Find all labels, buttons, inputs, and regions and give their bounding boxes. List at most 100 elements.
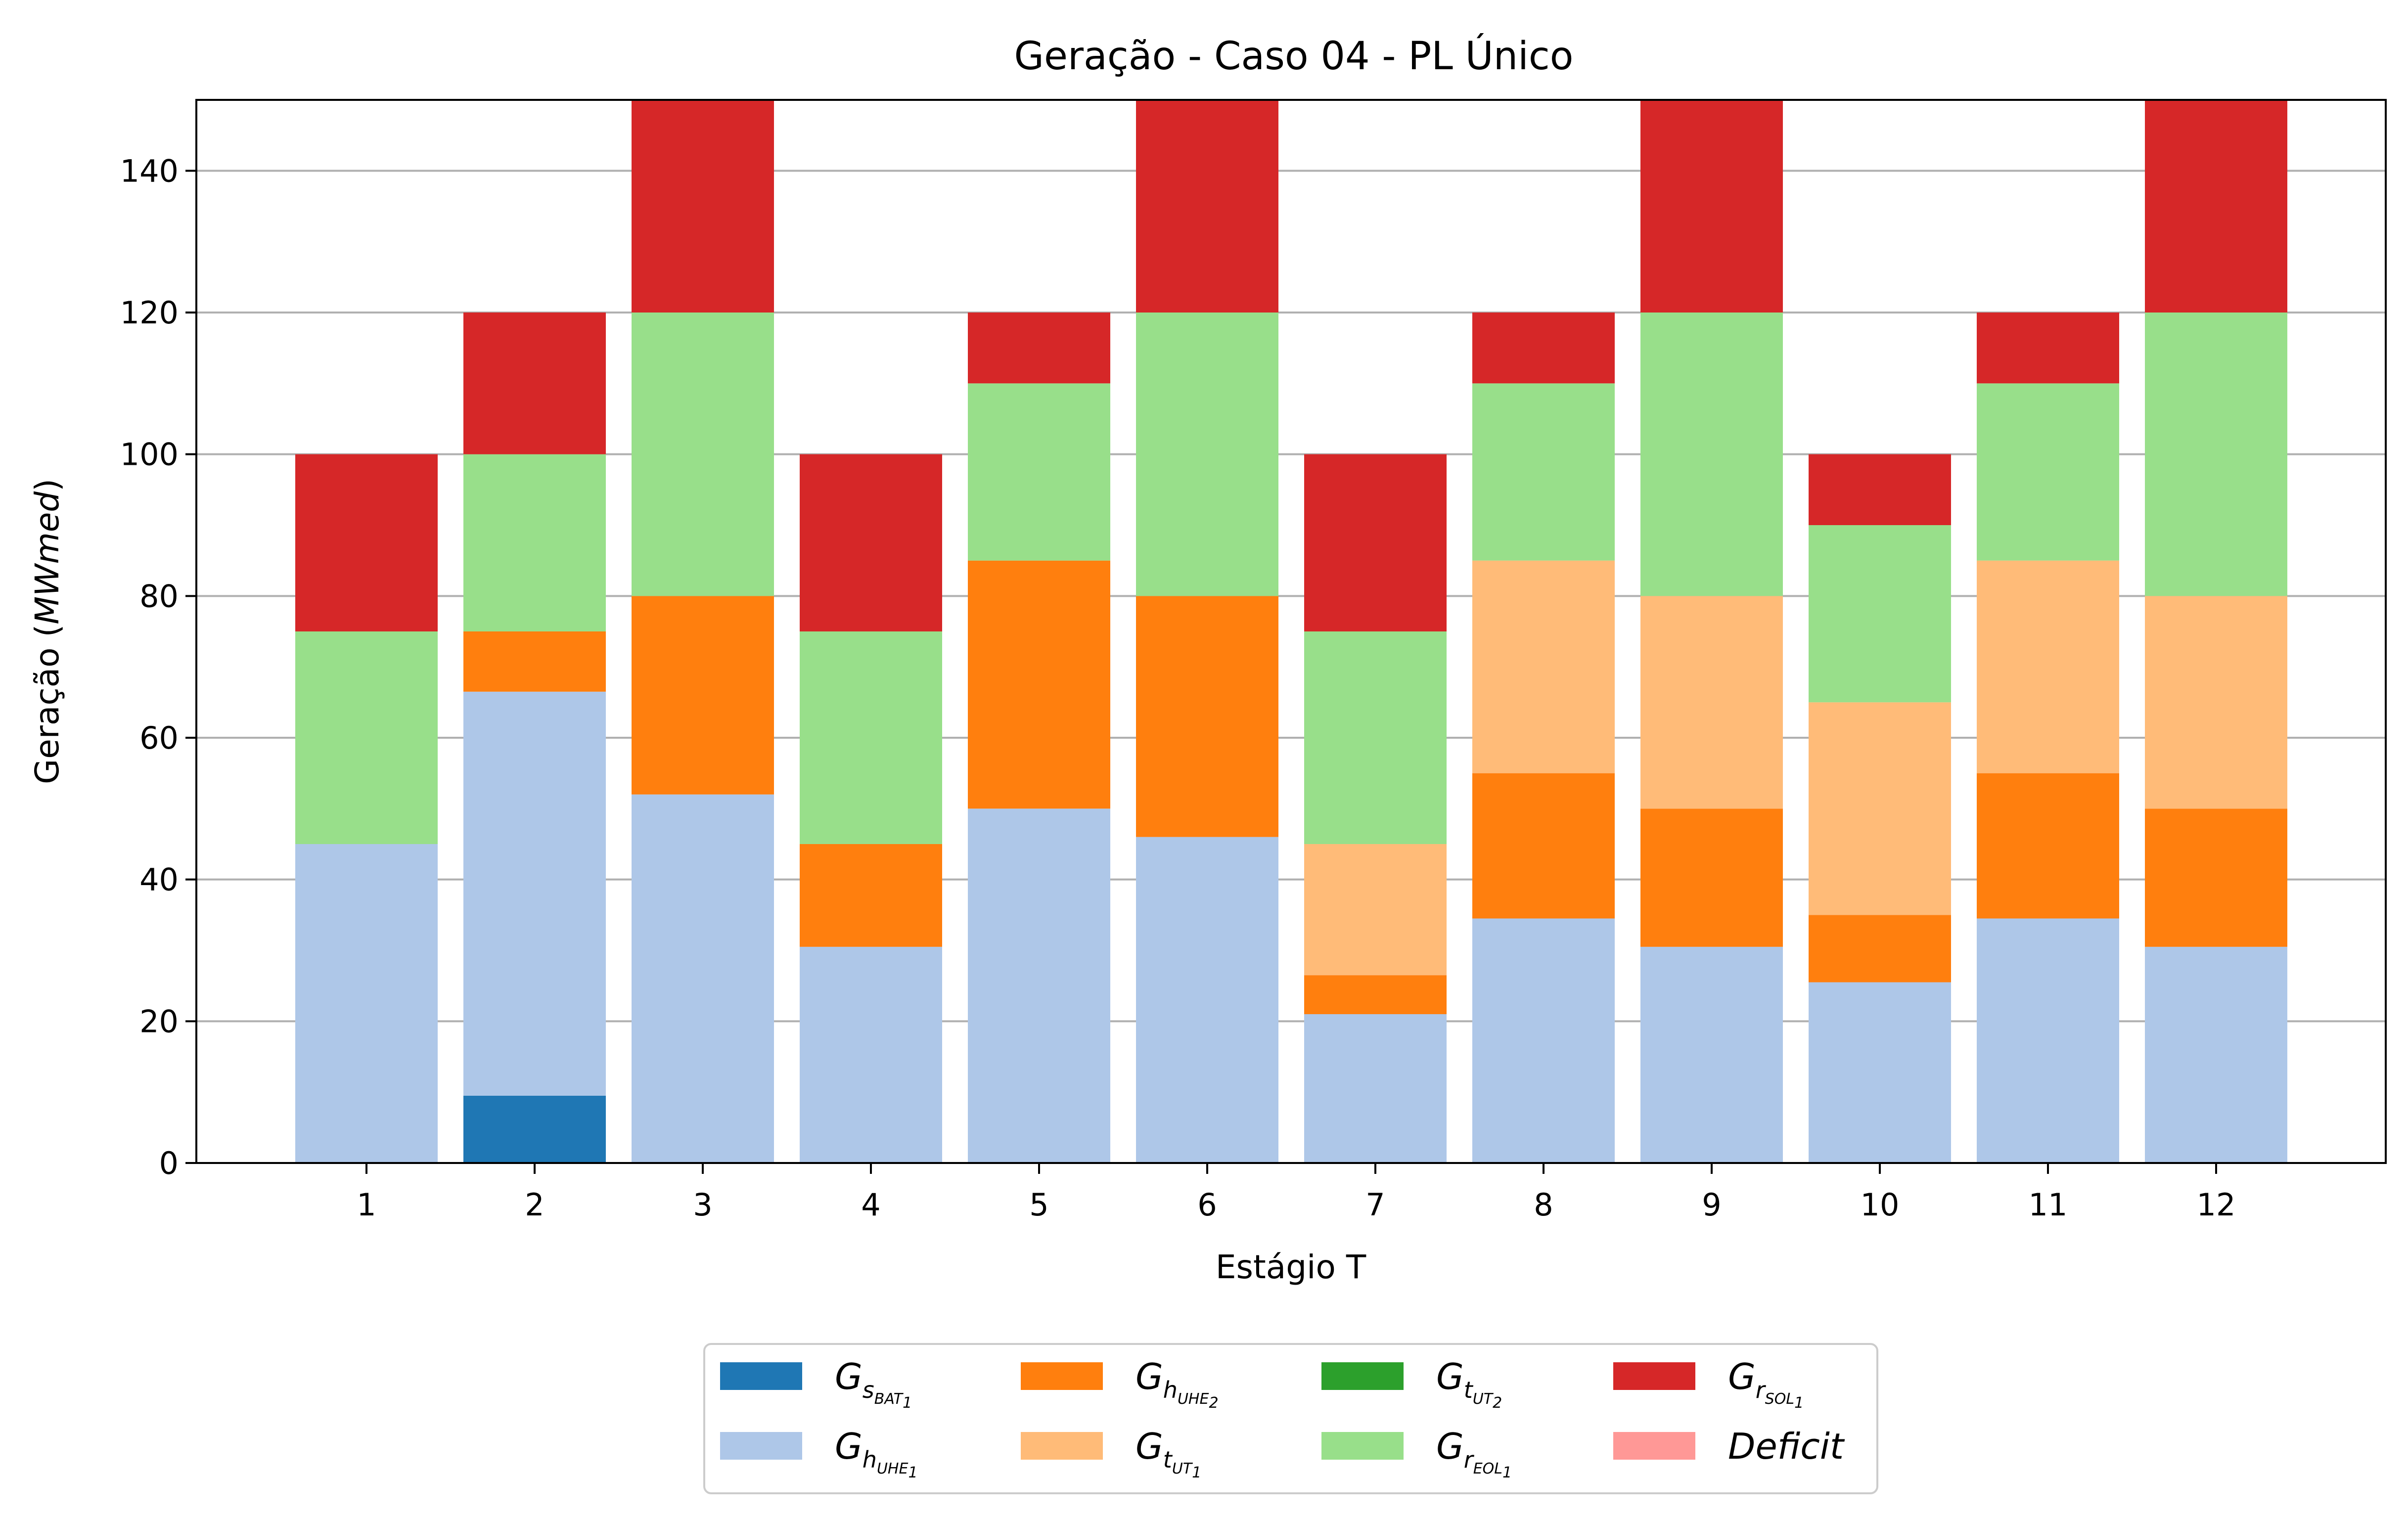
legend-label-base: G (1728, 1356, 1756, 1397)
bar-segment-g-r-eol1-stage-1 (295, 631, 438, 844)
legend-label-sub: t (1464, 1377, 1474, 1403)
y-tick-label: 40 (139, 862, 179, 898)
bar-segment-g-t-ut1-stage-8 (1472, 560, 1615, 773)
bar-segment-g-r-eol1-stage-9 (1640, 313, 1783, 596)
legend-label: GtUT1 (1136, 1426, 1201, 1481)
bar-segment-g-h-uhe1-stage-8 (1472, 918, 1615, 1163)
legend-swatch (1021, 1432, 1103, 1460)
bar-segment-g-h-uhe1-stage-9 (1640, 946, 1783, 1163)
legend-label-base: G (1436, 1356, 1464, 1397)
y-axis-title-unit: MWmed (28, 491, 66, 625)
legend-label-sub2: SOL (1765, 1390, 1794, 1408)
bar-segment-g-h-uhe2-stage-6 (1136, 596, 1278, 837)
bar-segment-g-r-eol1-stage-6 (1136, 313, 1278, 596)
x-tick-label: 3 (693, 1187, 712, 1223)
bar-segment-g-r-eol1-stage-3 (632, 313, 774, 596)
bar-segment-g-h-uhe2-stage-7 (1304, 975, 1447, 1014)
bar-segment-g-t-ut1-stage-10 (1809, 702, 1951, 915)
bar-segment-g-r-sol1-stage-10 (1809, 454, 1951, 525)
legend-label: GsBAT1 (835, 1356, 912, 1412)
bar-segment-g-r-eol1-stage-4 (800, 631, 942, 844)
legend-label-sub: t (1163, 1446, 1173, 1473)
bar-segment-g-h-uhe2-stage-11 (1977, 773, 2119, 919)
x-axis-title: Estágio T (1216, 1248, 1366, 1286)
legend-label-base: G (835, 1426, 863, 1467)
legend-label-base: G (1436, 1426, 1464, 1467)
y-tick-label: 0 (159, 1145, 179, 1181)
bar-segment-g-h-uhe2-stage-12 (2145, 808, 2287, 947)
y-tick-label: 120 (120, 295, 179, 331)
bar-segment-g-r-sol1-stage-12 (2145, 100, 2287, 313)
y-axis: 0 20 40 60 80 100 120 140 (120, 153, 196, 1181)
legend-label-sub2: UT (1473, 1390, 1494, 1408)
legend-label: GtUT2 (1436, 1356, 1502, 1412)
x-tick-label: 9 (1702, 1187, 1721, 1223)
x-tick-label: 12 (2197, 1187, 2236, 1223)
legend-label-sub: s (863, 1377, 874, 1403)
bar-segment-g-t-ut1-stage-11 (1977, 560, 2119, 773)
legend-label-base: G (835, 1356, 863, 1397)
bar-segment-g-h-uhe2-stage-4 (800, 844, 942, 947)
chart-title: Geração - Caso 04 - PL Único (1014, 33, 1574, 79)
bar-segment-g-h-uhe1-stage-7 (1304, 1014, 1447, 1163)
legend-label-sub: r (1756, 1377, 1767, 1403)
legend-label-sub2: BAT (874, 1390, 904, 1408)
x-tick-label: 5 (1029, 1187, 1048, 1223)
legend-label: GhUHE1 (835, 1426, 918, 1481)
plot-frame (195, 99, 2387, 1164)
bar-segment-g-h-uhe1-stage-5 (968, 808, 1110, 1163)
x-tick-label: 1 (357, 1187, 376, 1223)
bar-segment-g-r-eol1-stage-8 (1472, 383, 1615, 561)
legend-label-base: G (1136, 1426, 1163, 1467)
bar-segment-g-r-sol1-stage-9 (1640, 100, 1783, 313)
y-tick-label: 140 (120, 153, 179, 189)
legend-label-index: 1 (1502, 1464, 1512, 1481)
legend-swatch (1321, 1432, 1404, 1460)
legend-swatch (1321, 1362, 1404, 1390)
bar-segment-g-r-sol1-stage-5 (968, 313, 1110, 384)
bar-segment-g-r-sol1-stage-6 (1136, 100, 1278, 313)
y-tick-label: 100 (120, 437, 179, 473)
bar-segment-g-r-sol1-stage-8 (1472, 313, 1615, 384)
x-tick-label: 8 (1534, 1187, 1553, 1223)
bar-segment-g-r-eol1-stage-10 (1809, 525, 1951, 703)
bar-segment-g-h-uhe2-stage-3 (632, 596, 774, 795)
legend-items: GsBAT1GhUHE1GhUHE2GtUT1GtUT2GrEOL1GrSOL1… (720, 1356, 1845, 1481)
legend-label-index: 1 (1192, 1464, 1201, 1481)
legend-label: GhUHE2 (1136, 1356, 1219, 1412)
legend-swatch (1021, 1362, 1103, 1390)
y-axis-title-prefix: Geração ( (28, 625, 66, 784)
legend-label: GrSOL1 (1728, 1356, 1804, 1412)
y-tick-label: 80 (139, 578, 179, 614)
bar-segment-g-h-uhe2-stage-10 (1809, 915, 1951, 983)
bar-segment-g-r-sol1-stage-3 (632, 100, 774, 313)
bar-segment-g-h-uhe2-stage-2 (463, 631, 606, 692)
bar-segment-g-h-uhe2-stage-5 (968, 560, 1110, 809)
bar-segment-g-t-ut1-stage-7 (1304, 844, 1447, 976)
legend-label-sub: r (1464, 1446, 1475, 1473)
legend-label-sub2: UHE (1178, 1390, 1209, 1408)
bar-segment-g-r-eol1-stage-2 (463, 454, 606, 631)
bar-segment-g-r-eol1-stage-7 (1304, 631, 1447, 844)
bar-segment-g-h-uhe1-stage-6 (1136, 837, 1278, 1163)
x-tick-label: 2 (525, 1187, 544, 1223)
bar-segment-g-r-sol1-stage-11 (1977, 313, 2119, 384)
legend-label-sub2: UHE (877, 1460, 909, 1477)
legend-swatch (720, 1432, 802, 1460)
legend-label-sub2: EOL (1473, 1460, 1502, 1477)
bar-segment-g-r-eol1-stage-5 (968, 383, 1110, 561)
legend-label-base: G (1136, 1356, 1163, 1397)
bar-segment-g-r-sol1-stage-2 (463, 313, 606, 454)
legend-label-index: 2 (1493, 1394, 1502, 1412)
legend-label-index: 1 (1794, 1394, 1804, 1412)
bar-segment-g-s-bat1-stage-2 (463, 1095, 606, 1163)
bars (295, 100, 2287, 1163)
bar-segment-g-t-ut1-stage-9 (1640, 596, 1783, 809)
legend-label: GrEOL1 (1436, 1426, 1512, 1481)
x-tick-label: 10 (1861, 1187, 1900, 1223)
bar-segment-g-r-sol1-stage-7 (1304, 454, 1447, 631)
x-tick-label: 7 (1365, 1187, 1385, 1223)
bar-segment-g-t-ut1-stage-12 (2145, 596, 2287, 809)
legend-label-index: 1 (908, 1464, 917, 1481)
